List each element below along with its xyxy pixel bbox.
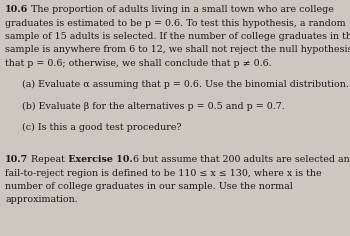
Text: (a) Evaluate α assuming that p = 0.6. Use the binomial distribution.: (a) Evaluate α assuming that p = 0.6. Us… — [22, 80, 349, 89]
Text: approximation.: approximation. — [5, 195, 78, 205]
Text: (c) Is this a good test procedure?: (c) Is this a good test procedure? — [22, 123, 182, 132]
Text: fail-to-reject region is defined to be 110 ≤ x ≤ 130, where x is the: fail-to-reject region is defined to be 1… — [5, 169, 322, 177]
Text: 10.7: 10.7 — [5, 155, 28, 164]
Text: Exercise 10.: Exercise 10. — [65, 155, 133, 164]
Text: sample of 15 adults is selected. If the number of college graduates in the: sample of 15 adults is selected. If the … — [5, 32, 350, 41]
Text: sample is anywhere from 6 to 12, we shall not reject the null hypothesis: sample is anywhere from 6 to 12, we shal… — [5, 46, 350, 55]
Text: 6 but assume that 200 adults are selected and the: 6 but assume that 200 adults are selecte… — [133, 155, 350, 164]
Text: number of college graduates in our sample. Use the normal: number of college graduates in our sampl… — [5, 182, 293, 191]
Text: that p = 0.6; otherwise, we shall conclude that p ≠ 0.6.: that p = 0.6; otherwise, we shall conclu… — [5, 59, 272, 68]
Text: Repeat: Repeat — [28, 155, 65, 164]
Text: graduates is estimated to be p = 0.6. To test this hypothesis, a random: graduates is estimated to be p = 0.6. To… — [5, 18, 346, 28]
Text: The proportion of adults living in a small town who are college: The proportion of adults living in a sma… — [28, 5, 334, 14]
Text: (b) Evaluate β for the alternatives p = 0.5 and p = 0.7.: (b) Evaluate β for the alternatives p = … — [22, 102, 285, 111]
Text: 10.6: 10.6 — [5, 5, 28, 14]
